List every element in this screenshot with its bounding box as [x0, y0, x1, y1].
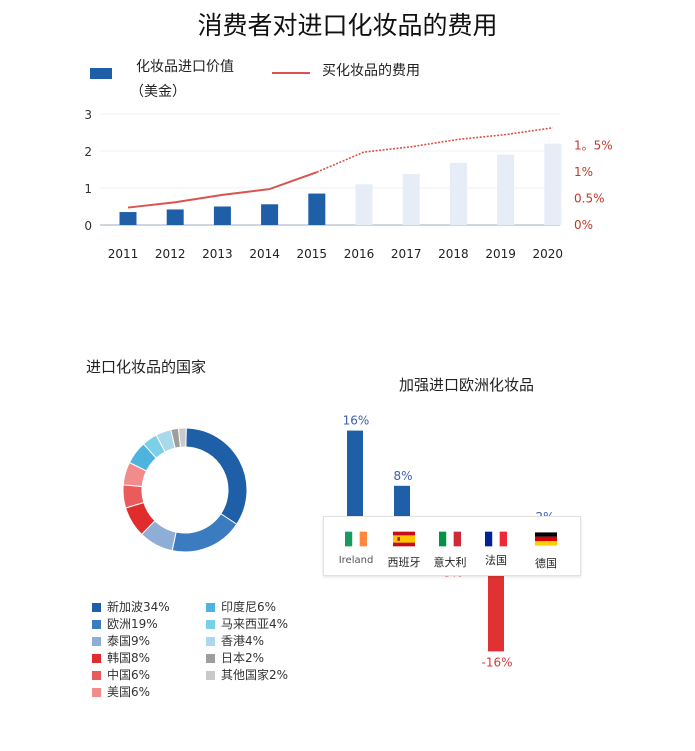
- spain-flag-icon: [393, 531, 415, 547]
- italy-flag-icon: [439, 531, 461, 547]
- pie-legend-swatch: [92, 603, 101, 612]
- pie-legend-item: 日本2%: [206, 649, 264, 666]
- pie-legend-label: 泰国9%: [107, 634, 151, 648]
- pie-legend-label: 中国6%: [107, 668, 151, 682]
- import-value-bar: [308, 193, 326, 225]
- import-value-bar: [119, 212, 137, 225]
- pie-legend-swatch: [206, 620, 215, 629]
- europe-title: 加强进口欧洲化妆品: [399, 376, 535, 394]
- flag-cell-spain: 西班牙: [380, 531, 428, 570]
- import-value-bar: [213, 206, 231, 225]
- x-axis-tick: 2013: [202, 247, 233, 261]
- pie-legend-swatch: [92, 688, 101, 697]
- pie-legend-swatch: [92, 637, 101, 646]
- pie-legend-item: 中国6%: [92, 666, 150, 683]
- spending-line: [127, 171, 318, 209]
- flag-cell-germany: 德国: [526, 531, 566, 571]
- pie-legend-item: 美国6%: [92, 683, 150, 700]
- x-axis-tick: 2014: [249, 247, 280, 261]
- flag-cell-france: 法国: [476, 531, 516, 568]
- legend-bar-unit: （美金）: [130, 84, 186, 100]
- import-value-bar: [166, 209, 184, 225]
- pie-legend-label: 日本2%: [221, 651, 265, 665]
- pie-legend-item: 香港4%: [206, 632, 264, 649]
- flag-label-france: 法国: [485, 554, 507, 567]
- europe-bar-label: -16%: [481, 655, 512, 669]
- x-axis-tick: 2011: [108, 247, 139, 261]
- legend-line-label: 买化妆品的费用: [322, 63, 420, 79]
- page-title: 消费者对进口化妆品的费用: [197, 11, 498, 40]
- country-flag-panel: Ireland 西班牙 意大利 法国 德国: [323, 516, 581, 576]
- donut-slice: [177, 427, 187, 448]
- import-value-bar: [497, 154, 515, 225]
- spending-line-forecast: [316, 126, 553, 173]
- x-axis-tick: 2018: [438, 247, 469, 261]
- x-axis-tick: 2016: [344, 247, 375, 261]
- legend-bar-label: 化妆品进口价值: [136, 59, 234, 75]
- pie-legend-label: 香港4%: [221, 634, 265, 648]
- x-axis-tick: 2020: [533, 247, 564, 261]
- import-value-bar: [355, 184, 373, 225]
- flag-cell-italy: 意大利: [428, 531, 472, 570]
- pie-legend-item: 马来西亚4%: [206, 615, 288, 632]
- x-axis-tick: 2019: [485, 247, 516, 261]
- x-axis-tick: 2012: [155, 247, 186, 261]
- right-axis-tick: 1%: [574, 165, 593, 179]
- flag-label-italy: 意大利: [433, 556, 467, 569]
- import-value-bar: [544, 143, 562, 225]
- france-flag-icon: [485, 531, 507, 547]
- left-axis-tick: 2: [84, 145, 92, 159]
- pie-legend-swatch: [92, 620, 101, 629]
- pie-legend-swatch: [206, 637, 215, 646]
- pie-legend-item: 泰国9%: [92, 632, 150, 649]
- pie-legend-swatch: [206, 603, 215, 612]
- import-value-bar: [402, 173, 420, 225]
- import-value-chart: 0 1 2 3 0% 0.5% 1% 1。5% 2011 2012 2013 2014 2015 2016…: [84, 108, 613, 261]
- pie-legend-swatch: [92, 654, 101, 663]
- pie-legend-label: 其他国家2%: [221, 668, 289, 682]
- europe-bar: [347, 430, 363, 541]
- pie-legend-label: 美国6%: [107, 685, 151, 699]
- pie-legend-swatch: [206, 671, 215, 680]
- flag-label-ireland: Ireland: [338, 555, 374, 566]
- pie-legend-label: 印度尼6%: [221, 600, 277, 614]
- right-axis-tick: 1。5%: [574, 139, 613, 153]
- pie-legend-item: 印度尼6%: [206, 598, 276, 615]
- import-country-donut: [122, 427, 248, 553]
- left-axis-tick: 1: [84, 182, 92, 196]
- legend-bar-swatch: [90, 68, 112, 79]
- pie-legend-swatch: [92, 671, 101, 680]
- pie-legend-item: 新加波34%: [92, 598, 170, 615]
- legend-line-swatch: [272, 72, 310, 74]
- pie-legend-item: 其他国家2%: [206, 666, 288, 683]
- right-axis-tick: 0%: [574, 218, 593, 232]
- left-axis-tick: 0: [84, 219, 92, 233]
- germany-flag-icon: [535, 532, 557, 546]
- flag-label-germany: 德国: [535, 557, 557, 570]
- pie-legend-label: 新加波34%: [107, 600, 170, 614]
- pie-legend-swatch: [206, 654, 215, 663]
- import-value-bar: [449, 162, 467, 225]
- flag-label-spain: 西班牙: [387, 556, 421, 569]
- pie-legend-label: 欧洲19%: [107, 617, 158, 631]
- x-axis-tick: 2017: [391, 247, 422, 261]
- europe-bar-label: 16%: [343, 414, 370, 428]
- pie-title: 进口化妆品的国家: [86, 358, 207, 376]
- left-axis-tick: 3: [84, 108, 92, 122]
- right-axis-tick: 0.5%: [574, 192, 605, 206]
- pie-legend-label: 韩国8%: [107, 651, 151, 665]
- pie-legend-item: 韩国8%: [92, 649, 150, 666]
- pie-legend-label: 马来西亚4%: [221, 617, 289, 631]
- europe-bar-label: 8%: [393, 469, 412, 483]
- flag-cell-ireland: Ireland: [338, 531, 374, 566]
- ireland-flag-icon: [345, 531, 367, 547]
- pie-legend-item: 欧洲19%: [92, 615, 158, 632]
- x-axis-tick: 2015: [297, 247, 328, 261]
- import-value-bar: [261, 204, 279, 225]
